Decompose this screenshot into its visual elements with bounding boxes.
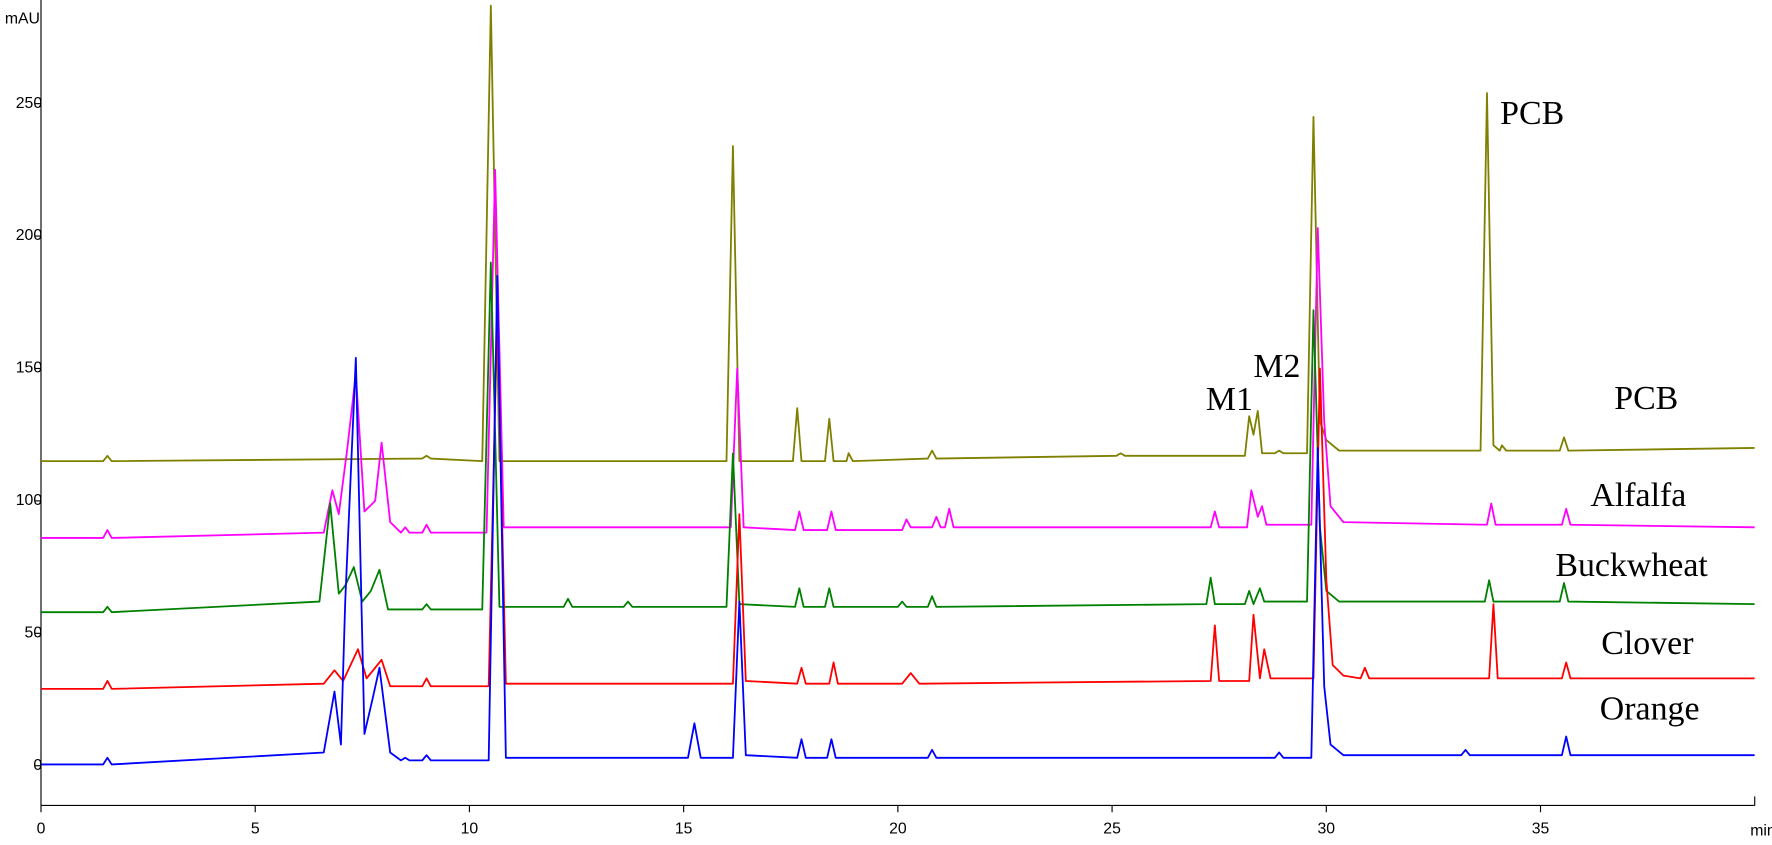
y-tick-label: 100	[16, 492, 43, 509]
plot-area	[40, 4, 1755, 766]
series-label: PCB	[1614, 380, 1678, 417]
x-tick-label: 0	[37, 820, 46, 837]
series-label: Alfalfa	[1590, 477, 1686, 514]
peak-annotation: PCB	[1500, 95, 1564, 132]
series-label: Orange	[1600, 690, 1700, 727]
trace	[40, 309, 1755, 690]
x-tick-label: 25	[1103, 820, 1121, 837]
y-tick-label: 200	[16, 227, 43, 244]
y-tick-label: 0	[33, 757, 42, 774]
y-tick-label: 50	[25, 624, 43, 641]
x-tick-label: 30	[1318, 820, 1336, 837]
y-tick-label: 250	[16, 95, 43, 112]
trace	[40, 4, 1755, 463]
trace	[40, 274, 1755, 766]
peak-annotation: M2	[1253, 348, 1300, 385]
x-tick-label: 10	[461, 820, 479, 837]
series-label: Clover	[1601, 625, 1693, 662]
series-label: Buckwheat	[1555, 547, 1708, 584]
trace	[40, 261, 1755, 614]
x-tick-label: 35	[1532, 820, 1550, 837]
trace	[40, 169, 1755, 539]
y-axis-label: mAU	[5, 10, 40, 27]
x-tick-label: 5	[251, 820, 260, 837]
peak-annotation: M1	[1206, 381, 1253, 418]
y-tick-label: 150	[16, 360, 43, 377]
x-axis-label: min	[1750, 823, 1772, 840]
x-tick-label: 15	[675, 820, 693, 837]
x-tick-label: 20	[889, 820, 907, 837]
